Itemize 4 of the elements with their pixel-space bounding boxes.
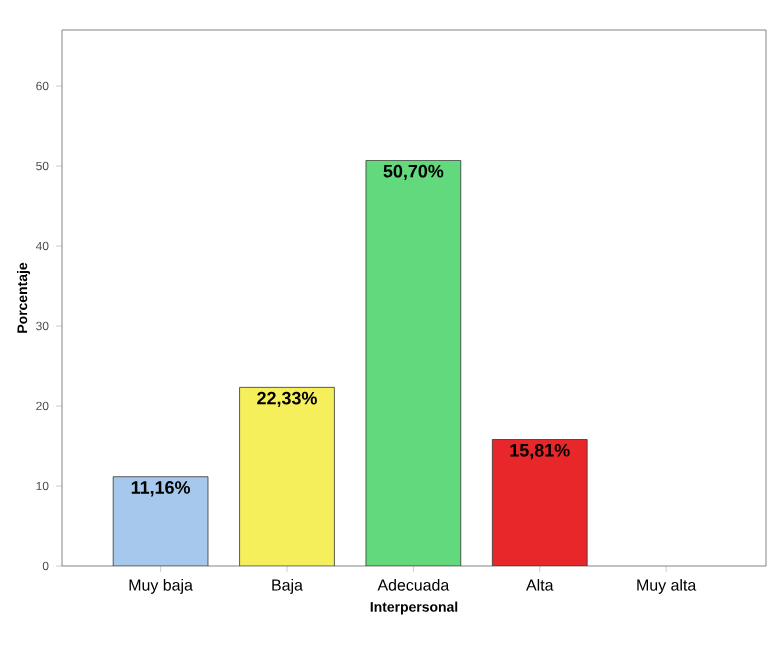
data-label: 50,70% xyxy=(383,164,444,181)
data-label: 11,16% xyxy=(131,481,191,497)
data-label: 22,33% xyxy=(257,391,317,408)
data-label: 15,81% xyxy=(510,443,570,460)
